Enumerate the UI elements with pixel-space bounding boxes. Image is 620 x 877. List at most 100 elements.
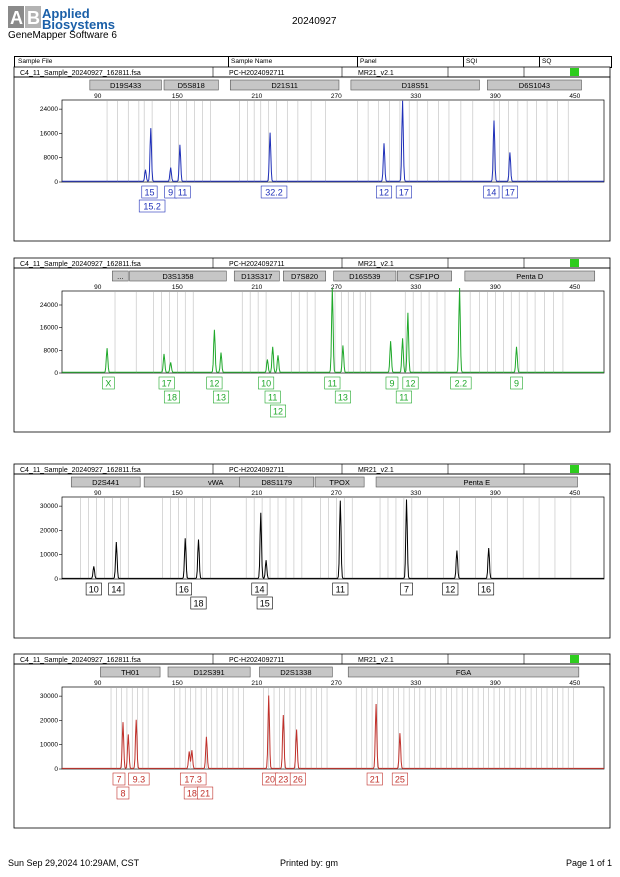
locus-label: vWA <box>208 478 224 487</box>
allele-label: 21 <box>200 789 210 799</box>
brand-line1: Applied <box>42 6 90 21</box>
allele-box <box>141 185 158 199</box>
allele-label: 8 <box>120 789 125 799</box>
allele-label: 9 <box>168 188 173 198</box>
locus-bar <box>229 79 340 91</box>
allele-box <box>163 390 180 404</box>
locus-bar <box>167 666 251 678</box>
allele-label: 14 <box>486 188 496 198</box>
allele-label: 7 <box>116 775 121 785</box>
allele-box <box>108 582 125 596</box>
y-tick-label: 8000 <box>44 347 59 354</box>
allele-label: 9 <box>389 379 394 389</box>
x-tick-label: 150 <box>172 490 183 497</box>
allele-box <box>112 772 126 786</box>
x-tick-label: 450 <box>569 680 580 687</box>
panel-1: C4_11_Sample_20240927_162811.fsa PC-H2024… <box>13 66 611 242</box>
allele-box <box>395 390 412 404</box>
locus-bar <box>100 666 161 678</box>
locus-label: D21S11 <box>271 81 298 90</box>
x-tick-label: 210 <box>251 284 262 291</box>
x-tick-label: 270 <box>331 284 342 291</box>
header-sample-name: Sample Name <box>231 58 273 65</box>
allele-box <box>289 772 306 786</box>
y-tick-label: 24000 <box>40 302 58 309</box>
x-tick-label: 90 <box>94 284 102 291</box>
allele-label: 13 <box>338 393 348 403</box>
locus-label: D19S433 <box>110 81 141 90</box>
x-tick-label: 390 <box>490 680 501 687</box>
panel-name: MR21_v2.1 <box>358 467 394 474</box>
panel-frame <box>13 76 611 242</box>
allele-label: 11 <box>336 585 345 595</box>
locus-bar <box>233 270 280 282</box>
y-tick-label: 20000 <box>40 717 58 724</box>
locus-bar <box>163 79 219 91</box>
allele-label: 9 <box>514 379 519 389</box>
allele-box <box>478 582 495 596</box>
allele-box <box>258 376 275 390</box>
allele-box <box>179 772 207 786</box>
locus-bar <box>70 476 141 488</box>
sample-file: C4_11_Sample_20240927_162811.fsa <box>20 467 141 474</box>
trace-green <box>62 287 604 374</box>
panel-frame <box>13 267 611 433</box>
allele-box <box>190 596 207 610</box>
locus-bar <box>112 270 129 282</box>
allele-box <box>391 772 408 786</box>
locus-label: ... <box>117 272 123 281</box>
locus-label: CSF1PO <box>409 272 439 281</box>
x-tick-label: 90 <box>94 93 102 100</box>
locus-bar <box>375 476 578 488</box>
allele-box <box>332 582 349 596</box>
software-name: GeneMapper Software 6 <box>8 30 117 41</box>
allele-box <box>102 376 115 390</box>
footer-printed-by: Printed by: gm <box>280 858 339 868</box>
header-sq: SQ <box>542 58 552 65</box>
allele-box <box>256 596 273 610</box>
trace-blue <box>62 100 604 182</box>
x-tick-label: 330 <box>410 680 421 687</box>
locus-label: D16S539 <box>349 272 380 281</box>
locus-label: FGA <box>456 668 471 677</box>
allele-label: 23 <box>278 775 288 785</box>
locus-label: TH01 <box>121 668 139 677</box>
plot-area <box>61 99 605 183</box>
y-tick-label: 0 <box>54 766 58 773</box>
y-tick-label: 16000 <box>40 325 58 332</box>
locus-label: D6S1043 <box>519 81 550 90</box>
locus-bar <box>239 476 315 488</box>
x-tick-label: 390 <box>490 284 501 291</box>
allele-label: 13 <box>216 393 226 403</box>
allele-box <box>376 185 393 199</box>
x-tick-label: 450 <box>569 93 580 100</box>
locus-label: D13S317 <box>241 272 272 281</box>
allele-label: 25 <box>395 775 405 785</box>
sq-status-icon <box>570 655 579 663</box>
allele-label: 12 <box>209 379 219 389</box>
locus-label: D12S391 <box>193 668 224 677</box>
allele-label: 12 <box>406 379 416 389</box>
locus-label: D18S51 <box>402 81 429 90</box>
allele-box <box>385 376 399 390</box>
allele-label: 14 <box>254 585 264 595</box>
locus-label: D3S1358 <box>162 272 193 281</box>
locus-bar <box>396 270 452 282</box>
allele-label: 26 <box>293 775 303 785</box>
y-tick-label: 0 <box>54 370 58 377</box>
x-tick-label: 330 <box>410 490 421 497</box>
locus-bar <box>333 270 397 282</box>
y-tick-label: 30000 <box>40 693 58 700</box>
allele-label: 17 <box>505 188 515 198</box>
allele-label: 15 <box>144 188 154 198</box>
panel-name: MR21_v2.1 <box>358 70 394 77</box>
header-panel: Panel <box>360 58 377 65</box>
allele-label: 32.2 <box>265 188 283 198</box>
locus-label: D5S818 <box>178 81 205 90</box>
locus-label: D8S1179 <box>261 478 292 487</box>
allele-box <box>175 582 192 596</box>
x-tick-label: 150 <box>172 93 183 100</box>
allele-label: 20 <box>265 775 275 785</box>
x-tick-label: 150 <box>172 680 183 687</box>
locus-label: D2S441 <box>92 478 119 487</box>
